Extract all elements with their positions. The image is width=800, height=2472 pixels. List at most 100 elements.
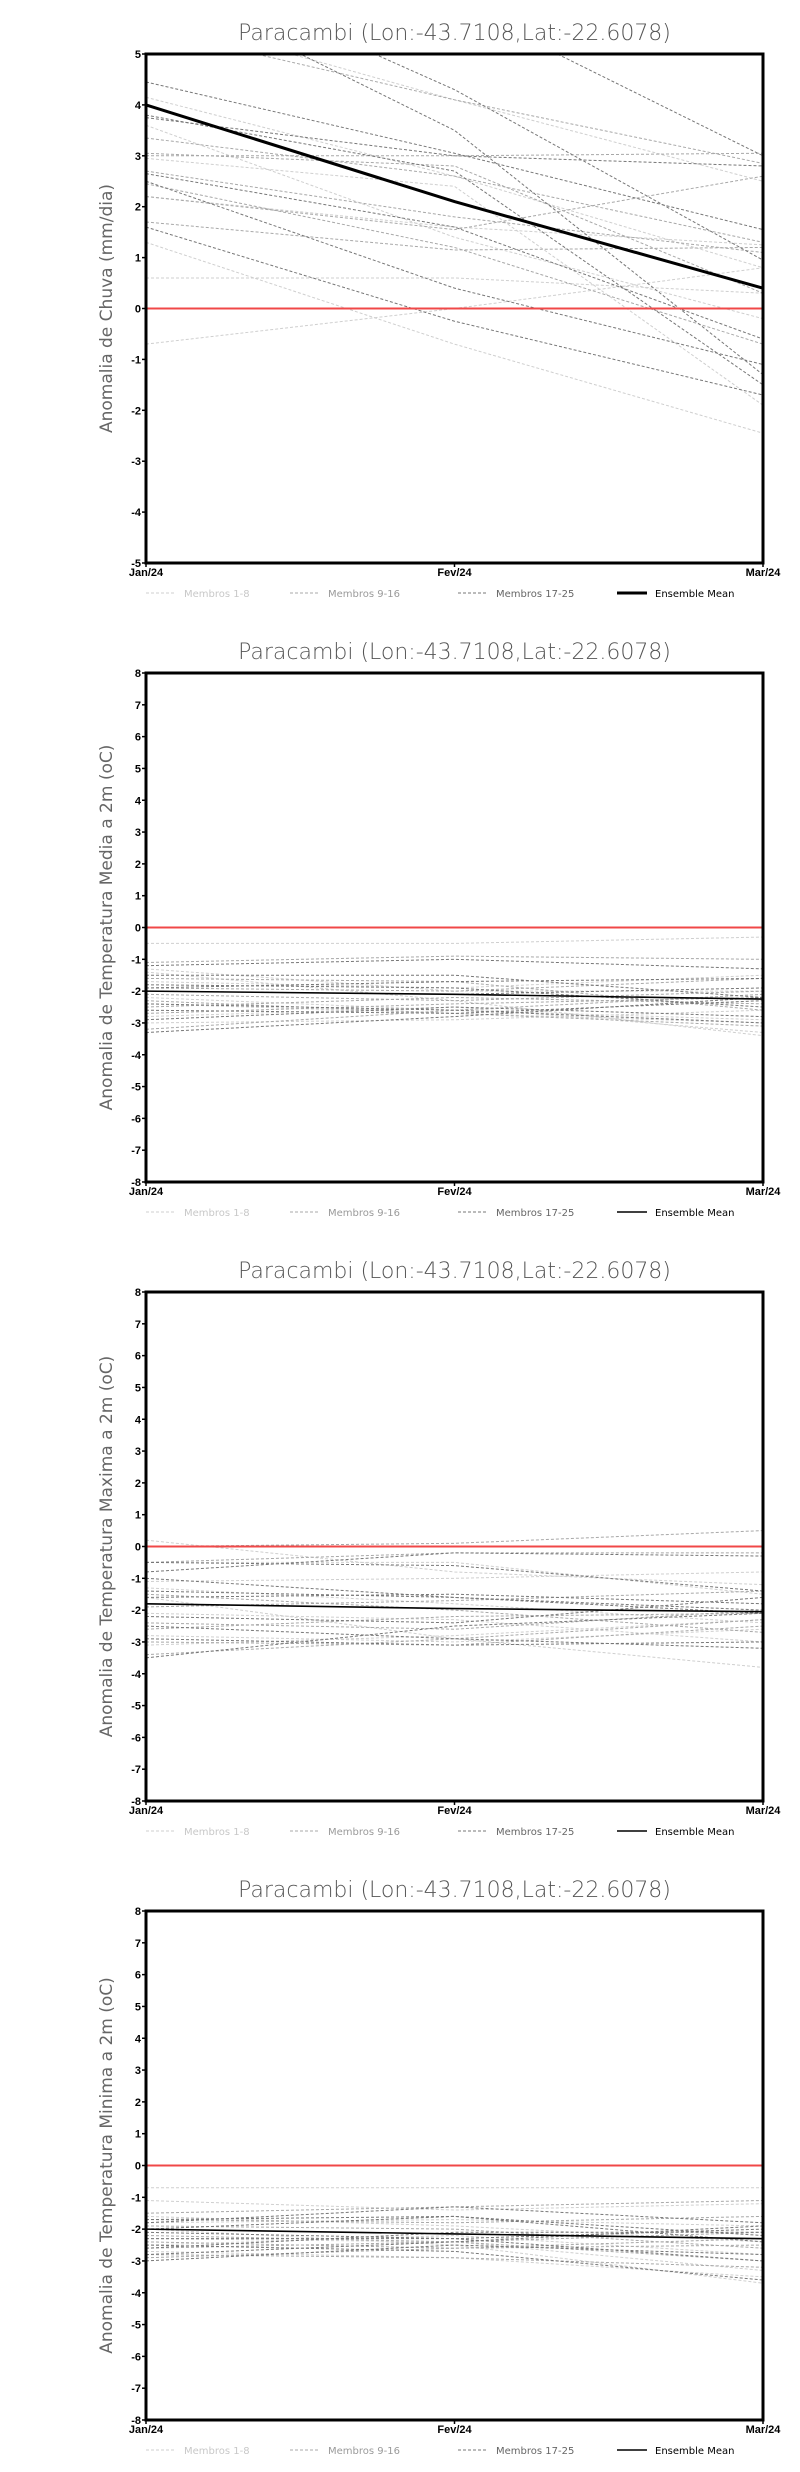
y-tick-label: -1 — [131, 354, 141, 366]
legend: Membros 1-8 Membros 9-16 Membros 17-25 Ense… — [146, 1208, 734, 1219]
member-line-members-9-16 — [146, 955, 763, 963]
member-line-members-1-8 — [146, 2215, 763, 2243]
legend-label-members-9-16: Membros 9-16 — [328, 1208, 400, 1219]
y-tick-label: 2 — [135, 859, 141, 871]
member-line-members-17-25 — [146, 974, 763, 998]
member-line-members-9-16 — [146, 990, 763, 1002]
member-line-members-9-16 — [146, 1619, 763, 1656]
member-line-members-9-16 — [146, 1552, 763, 1563]
member-line-members-1-8 — [146, 1596, 763, 1668]
member-line-members-1-8 — [146, 277, 763, 294]
y-tick-label: -7 — [131, 1764, 141, 1776]
y-tick-label: 4 — [135, 100, 142, 112]
y-tick-label: 0 — [135, 1542, 141, 1554]
plot-area — [146, 54, 763, 434]
legend-label-members-17-25: Membros 17-25 — [496, 1827, 574, 1838]
member-line-members-1-8 — [146, 124, 763, 320]
ensemble-mean-line — [146, 103, 763, 290]
chart-panel: Paracambi (Lon:-43.7108,Lat:-22.6078) Ano… — [97, 1259, 781, 1838]
x-tick-label: Jan/24 — [129, 1186, 164, 1198]
chart-panel: Paracambi (Lon:-43.7108,Lat:-22.6078) Ano… — [97, 640, 781, 1219]
legend: Membros 1-8 Membros 9-16 Membros 17-25 Ense… — [146, 589, 734, 600]
member-line-members-1-8 — [146, 936, 763, 944]
legend-label-ensemble-mean: Ensemble Mean — [655, 589, 734, 600]
member-line-members-9-16 — [146, 2231, 763, 2249]
y-tick-label: 6 — [135, 1351, 141, 1363]
y-tick-label: 3 — [135, 2065, 141, 2077]
y-tick-label: 5 — [135, 1382, 141, 1394]
member-line-members-9-16 — [253, 54, 763, 164]
y-tick-label: -4 — [131, 1050, 142, 1062]
member-line-members-9-16 — [146, 137, 763, 243]
y-tick-label: -4 — [131, 507, 142, 519]
y-tick-label: -1 — [131, 954, 141, 966]
y-tick-label: 8 — [135, 1906, 141, 1918]
member-line-members-1-8 — [146, 1571, 763, 1582]
member-line-members-1-8 — [146, 1009, 763, 1024]
y-tick-label: -3 — [131, 2256, 141, 2268]
member-line-members-9-16 — [146, 170, 763, 254]
y-tick-label: 3 — [135, 151, 141, 163]
member-line-members-1-8 — [146, 2219, 763, 2227]
ensemble-mean-line — [146, 1602, 763, 1613]
member-line-members-9-16 — [146, 221, 763, 251]
member-line-members-9-16 — [146, 996, 763, 1008]
member-line-members-9-16 — [146, 2238, 763, 2259]
member-line-members-17-25 — [146, 1596, 763, 1624]
x-tick-label: Fev/24 — [437, 567, 472, 579]
member-line-members-17-25 — [146, 173, 763, 340]
member-line-members-9-16 — [146, 2225, 763, 2249]
y-axis-label: Anomalia de Temperatura Minima a 2m (oC) — [97, 1977, 117, 2354]
x-tick-label: Fev/24 — [437, 1805, 472, 1817]
y-tick-label: -7 — [131, 2383, 141, 2395]
y-tick-label: -8 — [131, 2415, 141, 2427]
chart-title: Paracambi (Lon:-43.7108,Lat:-22.6078) — [238, 1259, 671, 1284]
member-line-members-9-16 — [146, 2215, 763, 2224]
legend-label-members-17-25: Membros 17-25 — [496, 2446, 574, 2457]
y-tick-label: -1 — [131, 2192, 141, 2204]
member-line-members-1-8 — [146, 2199, 763, 2211]
member-line-members-9-16 — [146, 2234, 763, 2262]
y-tick-label: -1 — [131, 1573, 141, 1585]
y-tick-label: 7 — [135, 1319, 141, 1331]
legend-label-members-17-25: Membros 17-25 — [496, 1208, 574, 1219]
legend-label-members-1-8: Membros 1-8 — [184, 1208, 250, 1219]
member-line-members-17-25 — [146, 226, 763, 396]
plot-area — [146, 1530, 763, 1668]
legend-label-ensemble-mean: Ensemble Mean — [655, 1208, 734, 1219]
legend: Membros 1-8 Membros 9-16 Membros 17-25 Ense… — [146, 2446, 734, 2457]
y-tick-label: -2 — [131, 986, 141, 998]
member-line-members-17-25 — [146, 180, 763, 365]
y-tick-label: 4 — [135, 1414, 142, 1426]
y-tick-label: -2 — [131, 2224, 141, 2236]
member-line-members-17-25 — [146, 1577, 763, 1614]
chart-title: Paracambi (Lon:-43.7108,Lat:-22.6078) — [238, 640, 671, 665]
member-line-members-17-25 — [146, 1593, 763, 1605]
y-tick-label: 5 — [135, 49, 141, 61]
y-tick-label: -8 — [131, 1177, 141, 1189]
legend-label-members-1-8: Membros 1-8 — [184, 589, 250, 600]
member-line-members-17-25 — [146, 1612, 763, 1659]
legend-label-ensemble-mean: Ensemble Mean — [655, 1827, 734, 1838]
member-line-members-1-8 — [146, 996, 763, 1021]
y-tick-label: -2 — [131, 405, 141, 417]
member-line-members-1-8 — [146, 157, 763, 406]
member-line-members-9-16 — [146, 1625, 763, 1646]
plot-area — [146, 926, 763, 1037]
member-line-members-17-25 — [146, 1625, 763, 1649]
member-line-members-9-16 — [146, 1530, 763, 1547]
x-tick-label: Mar/24 — [746, 1186, 782, 1198]
y-tick-label: 3 — [135, 1446, 141, 1458]
member-line-members-1-8 — [146, 1006, 763, 1033]
legend-label-ensemble-mean: Ensemble Mean — [655, 2446, 734, 2457]
member-line-members-17-25 — [146, 2244, 763, 2262]
member-line-members-9-16 — [146, 152, 763, 157]
chart-title: Paracambi (Lon:-43.7108,Lat:-22.6078) — [238, 1878, 671, 1903]
x-tick-label: Fev/24 — [437, 2424, 472, 2436]
member-line-members-9-16 — [146, 2241, 763, 2249]
member-line-members-1-8 — [146, 1539, 763, 1586]
y-tick-label: 3 — [135, 827, 141, 839]
member-line-members-17-25 — [146, 1003, 763, 1024]
member-line-members-9-16 — [146, 1593, 763, 1633]
member-line-members-1-8 — [146, 2234, 763, 2256]
